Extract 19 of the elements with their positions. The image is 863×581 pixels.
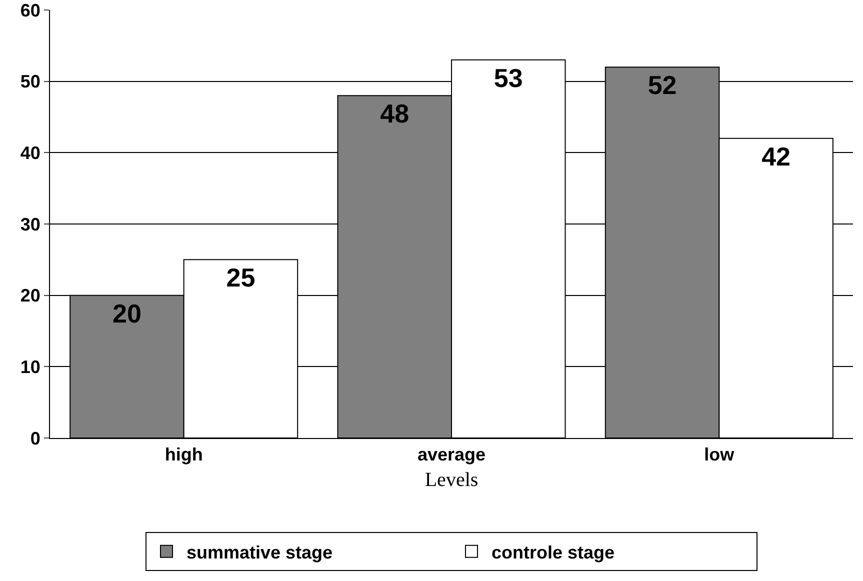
data-label: 20: [112, 298, 142, 328]
legend-label: summative stage: [186, 542, 333, 562]
x-axis-title: Levels: [424, 469, 478, 492]
data-label: 42: [762, 141, 791, 172]
y-tick-label: 50: [20, 72, 40, 92]
data-label: 52: [648, 70, 677, 100]
data-label: 53: [494, 62, 523, 93]
y-tick-label: 0: [30, 428, 40, 448]
y-tick-label: 10: [20, 356, 40, 377]
data-label: 25: [226, 262, 256, 293]
x-tick-label: average: [417, 444, 486, 465]
y-tick-label: 20: [20, 286, 40, 306]
x-tick-label: low: [704, 444, 736, 465]
legend-label: controle stage: [492, 542, 615, 562]
x-tick-label: high: [164, 444, 203, 465]
y-tick-label: 30: [20, 214, 40, 234]
data-label: 48: [380, 98, 410, 129]
y-tick-label: 60: [20, 0, 40, 20]
y-tick-label: 40: [20, 142, 40, 163]
